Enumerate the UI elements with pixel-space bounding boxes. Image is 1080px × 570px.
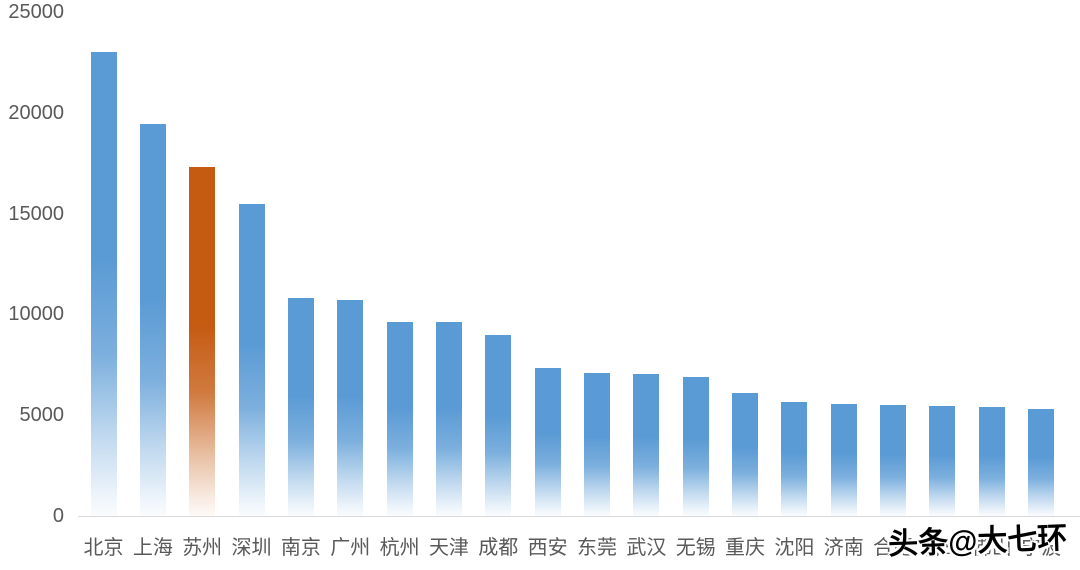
- x-tick-label: 合肥: [873, 537, 914, 559]
- x-tick-label: 西安: [527, 537, 568, 559]
- y-tick-label: 20000: [8, 101, 64, 124]
- bar: [337, 300, 364, 516]
- bar: [485, 334, 512, 516]
- y-tick-label: 10000: [8, 303, 64, 326]
- x-tick-label: 北京: [83, 537, 124, 559]
- bar: [830, 404, 857, 516]
- x-tick-label: 济南: [823, 537, 864, 559]
- x-tick-label: 无锡: [675, 537, 716, 559]
- x-tick-label: 武汉: [626, 537, 667, 559]
- bar: [1028, 409, 1055, 516]
- x-tick-label: 青岛: [922, 537, 963, 559]
- bar: [682, 376, 709, 516]
- x-tick-label: 天津: [428, 537, 469, 559]
- y-tick-label: 0: [52, 505, 64, 527]
- x-tick-label: 东莞: [576, 537, 617, 559]
- x-tick-label: 杭州: [379, 537, 420, 559]
- bar: [238, 203, 265, 516]
- x-tick-label: 苏州: [182, 537, 223, 559]
- x-tick-label: 成都: [478, 537, 519, 559]
- x-tick-label: 广州: [330, 537, 371, 559]
- x-tick-label: 深圳: [231, 537, 272, 559]
- y-tick-label: 5000: [19, 404, 65, 427]
- x-tick-label: 重庆: [725, 537, 766, 559]
- y-tick-label: 15000: [8, 202, 64, 225]
- bar: [732, 393, 759, 516]
- bar: [386, 322, 413, 516]
- bar: [781, 402, 808, 516]
- y-tick-label: 25000: [8, 1, 64, 23]
- bar: [90, 52, 117, 516]
- bar: [584, 372, 610, 516]
- watermark: 头条@大七环: [887, 521, 1068, 562]
- x-tick-label: 沈阳: [774, 537, 815, 559]
- bar: [435, 322, 462, 516]
- bar: [139, 123, 166, 516]
- bar: [633, 373, 660, 516]
- bar: [534, 367, 561, 516]
- x-tick-label: 南京: [280, 537, 321, 559]
- x-tick-label: 宁波: [1021, 537, 1062, 559]
- bar: [929, 406, 956, 516]
- x-tick-label: 佛山: [971, 537, 1012, 559]
- x-tick-label: 上海: [132, 537, 173, 559]
- bar-highlighted: [189, 167, 216, 516]
- bar: [880, 405, 907, 516]
- bar: [978, 407, 1005, 516]
- x-axis-line: [78, 516, 1080, 517]
- bar: [287, 298, 314, 516]
